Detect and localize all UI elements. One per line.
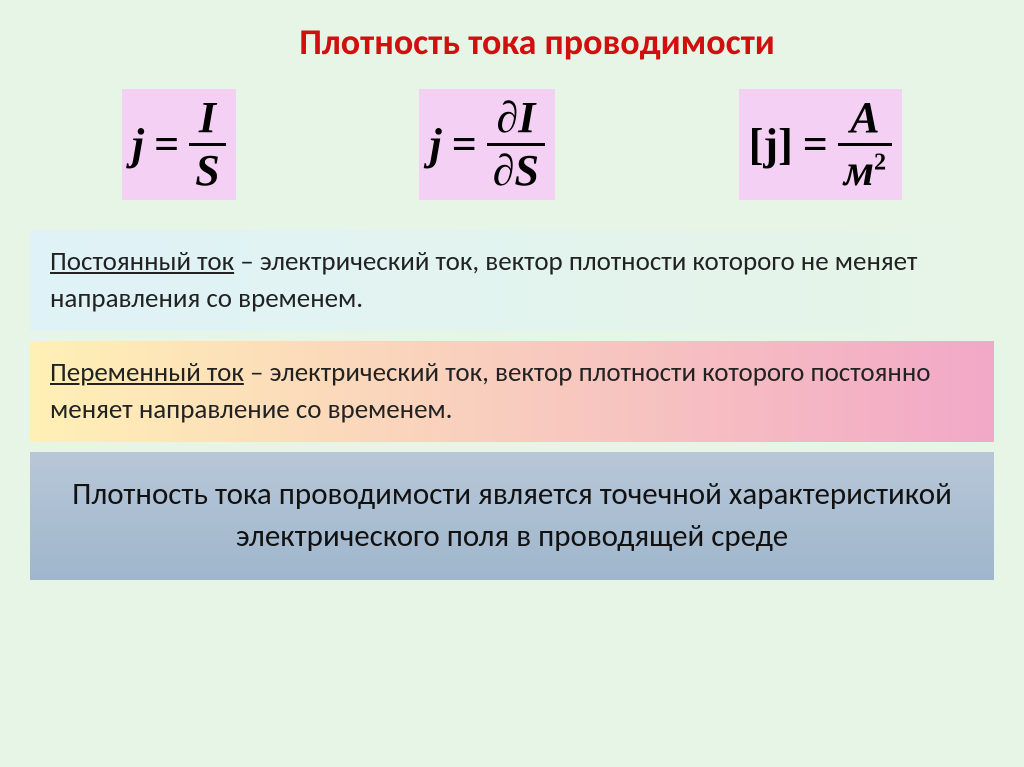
formula-2-lhs: j — [429, 119, 441, 170]
conclusion-box: Плотность тока проводимости является точ… — [30, 452, 994, 580]
formula-3-den-sup: 2 — [874, 149, 886, 176]
formula-1-num: I — [193, 95, 222, 141]
formula-2-fraction: ∂I ∂S — [487, 95, 545, 194]
formula-1-lhs: j — [132, 119, 144, 170]
equals-sign: = — [803, 119, 828, 170]
formula-3-lhs: [j] — [749, 119, 793, 170]
formula-3-den-base: м — [844, 146, 874, 195]
slide-title: Плотность тока проводимости — [80, 20, 994, 64]
equals-sign: = — [154, 119, 179, 170]
definition-term-dc: Постоянный ток — [50, 245, 234, 278]
formula-1-fraction: I S — [189, 95, 225, 194]
formula-row: j = I S j = ∂I ∂S [j — [50, 89, 974, 200]
definition-box-ac: Переменный ток – электрический ток, вект… — [30, 341, 994, 442]
formula-3-fraction: A м2 — [838, 95, 892, 194]
conclusion-text: Плотность тока проводимости является точ… — [72, 475, 952, 555]
formula-1-den: S — [189, 148, 225, 194]
formula-box-3: [j] = A м2 — [739, 89, 902, 200]
formula-3-num: A — [844, 95, 885, 141]
formula-2-den: ∂S — [487, 148, 545, 194]
slide-title-text: Плотность тока проводимости — [299, 20, 775, 64]
definition-term-ac: Переменный ток — [50, 356, 244, 389]
formula-3-den: м2 — [838, 148, 892, 194]
formula-2-num: ∂I — [490, 95, 541, 141]
slide-container: Плотность тока проводимости j = I S j = … — [0, 0, 1024, 767]
equals-sign: = — [452, 119, 477, 170]
formula-box-2: j = ∂I ∂S — [419, 89, 555, 200]
formula-box-1: j = I S — [122, 89, 236, 200]
definition-box-dc: Постоянный ток – электрический ток, вект… — [30, 230, 994, 331]
